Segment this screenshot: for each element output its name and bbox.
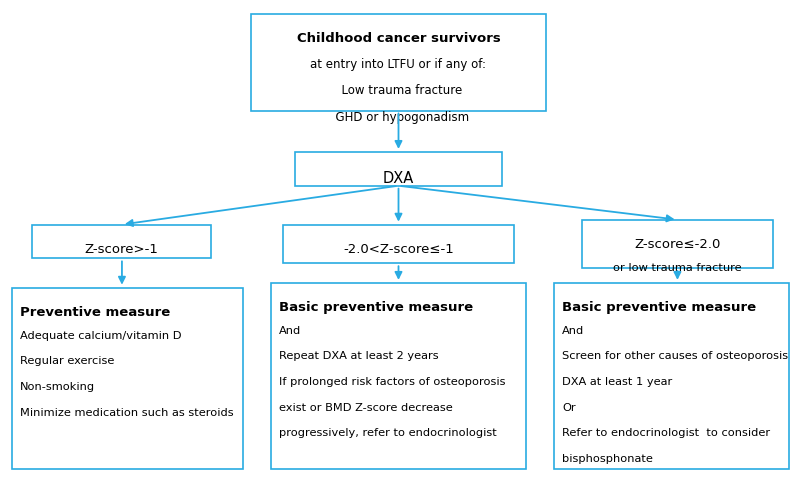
FancyBboxPatch shape <box>271 283 526 469</box>
Text: Or: Or <box>562 402 575 412</box>
Text: Z-score≤-2.0: Z-score≤-2.0 <box>634 238 720 251</box>
Text: Z-score>-1: Z-score>-1 <box>84 242 159 256</box>
Text: at entry into LTFU or if any of:: at entry into LTFU or if any of: <box>311 58 486 71</box>
Text: Low trauma fracture: Low trauma fracture <box>335 84 462 97</box>
Text: Refer to endocrinologist  to consider: Refer to endocrinologist to consider <box>562 427 770 438</box>
FancyBboxPatch shape <box>582 220 773 269</box>
FancyBboxPatch shape <box>12 288 243 469</box>
Text: If prolonged risk factors of osteoporosis: If prolonged risk factors of osteoporosi… <box>279 376 505 386</box>
Text: or low trauma fracture: or low trauma fracture <box>613 262 742 272</box>
Text: DXA: DXA <box>383 171 414 186</box>
Text: Screen for other causes of osteoporosis: Screen for other causes of osteoporosis <box>562 351 788 361</box>
Text: Repeat DXA at least 2 years: Repeat DXA at least 2 years <box>279 351 438 361</box>
Text: progressively, refer to endocrinologist: progressively, refer to endocrinologist <box>279 427 497 438</box>
FancyBboxPatch shape <box>554 283 789 469</box>
FancyBboxPatch shape <box>32 225 211 259</box>
FancyBboxPatch shape <box>251 15 546 111</box>
Text: Basic preventive measure: Basic preventive measure <box>562 301 756 314</box>
Text: Minimize medication such as steroids: Minimize medication such as steroids <box>20 407 234 417</box>
Text: exist or BMD Z-score decrease: exist or BMD Z-score decrease <box>279 402 453 412</box>
FancyBboxPatch shape <box>283 225 514 264</box>
Text: Non-smoking: Non-smoking <box>20 381 95 391</box>
Text: DXA at least 1 year: DXA at least 1 year <box>562 376 672 386</box>
FancyBboxPatch shape <box>295 152 502 186</box>
Text: -2.0<Z-score≤-1: -2.0<Z-score≤-1 <box>344 242 453 256</box>
Text: Adequate calcium/vitamin D: Adequate calcium/vitamin D <box>20 330 182 340</box>
Text: Childhood cancer survivors: Childhood cancer survivors <box>296 32 501 45</box>
Text: GHD or hypogonadism: GHD or hypogonadism <box>328 111 469 124</box>
Text: And: And <box>279 325 301 335</box>
Text: Basic preventive measure: Basic preventive measure <box>279 301 473 314</box>
Text: Regular exercise: Regular exercise <box>20 356 114 365</box>
Text: Preventive measure: Preventive measure <box>20 305 171 318</box>
Text: bisphosphonate: bisphosphonate <box>562 453 653 463</box>
Text: And: And <box>562 325 584 335</box>
